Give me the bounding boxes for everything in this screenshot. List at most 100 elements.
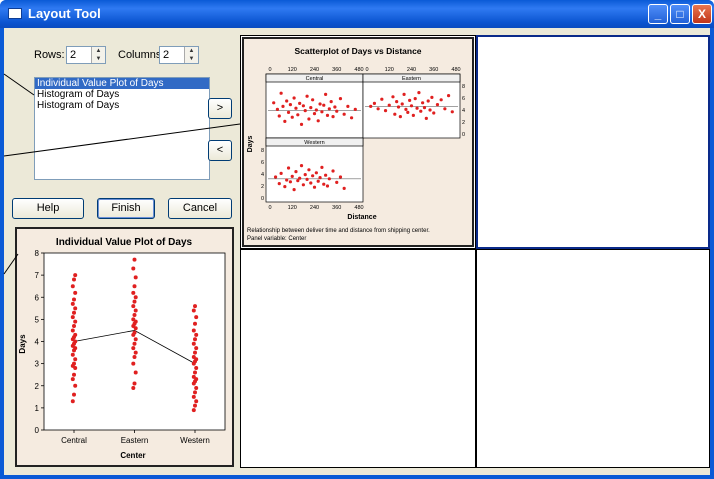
x-axis-label: Distance — [347, 214, 376, 221]
data-point — [391, 95, 395, 99]
data-point — [131, 290, 136, 295]
data-point — [404, 107, 408, 111]
spin-down-icon[interactable]: ▼ — [188, 56, 195, 62]
scatterplot-graph[interactable]: Scatterplot of Days vs Distance Distance… — [242, 37, 474, 247]
data-point — [193, 337, 197, 342]
y-tick-label: 8 — [261, 148, 264, 154]
data-point — [376, 107, 380, 111]
data-point — [292, 96, 296, 100]
list-item[interactable]: Individual Value Plot of Days — [35, 78, 209, 89]
scatterplot-of-days-vs-distance: Scatterplot of Days vs Distance Distance… — [247, 46, 465, 242]
dialog-body: Rows: 2 ▲ ▼ Columns: 2 ▲ ▼ Individual Valu… — [3, 28, 710, 475]
close-button[interactable]: X — [692, 4, 712, 24]
data-point — [335, 109, 339, 113]
data-point — [73, 357, 78, 362]
chart-title: Individual Value Plot of Days — [56, 237, 193, 248]
rows-spinner[interactable]: 2 ▲ ▼ — [66, 46, 106, 64]
x-tick-label: 360 — [332, 67, 341, 73]
move-left-button[interactable]: < — [208, 140, 232, 161]
spin-down-icon[interactable]: ▼ — [95, 56, 102, 62]
data-point — [131, 317, 136, 322]
layout-pane-1[interactable]: Scatterplot of Days vs Distance Distance… — [240, 35, 476, 249]
columns-spinner[interactable]: 2 ▲ ▼ — [159, 46, 199, 64]
list-item[interactable]: Histogram of Days — [37, 100, 120, 111]
data-point — [132, 257, 137, 262]
data-point — [432, 111, 436, 115]
panel-label: Western — [304, 140, 324, 146]
cancel-button[interactable]: Cancel — [168, 198, 232, 219]
help-button[interactable]: Help — [12, 198, 84, 219]
data-point — [303, 109, 307, 113]
data-point — [279, 171, 283, 175]
x-tick-label: 240 — [310, 67, 319, 73]
x-tick-label: 120 — [385, 67, 394, 73]
data-point — [193, 370, 197, 375]
data-point — [277, 114, 281, 118]
data-point — [421, 101, 425, 105]
data-point — [70, 284, 75, 289]
data-point — [314, 171, 318, 175]
maximize-button[interactable]: □ — [670, 4, 690, 24]
data-point — [325, 113, 330, 117]
x-axis-label: Center — [120, 451, 145, 460]
data-point — [400, 102, 404, 106]
data-point — [72, 361, 76, 366]
data-point — [191, 394, 196, 399]
chart-title: Scatterplot of Days vs Distance — [294, 46, 421, 56]
data-point — [73, 319, 78, 324]
data-point — [70, 328, 75, 333]
y-tick-label: 2 — [261, 184, 264, 190]
spin-up-icon[interactable]: ▲ — [95, 48, 102, 54]
finish-button[interactable]: Finish — [97, 198, 155, 219]
data-point — [299, 122, 304, 126]
y-tick-label: 1 — [35, 404, 40, 413]
window-icon — [8, 8, 22, 19]
y-tick-label: 2 — [35, 382, 40, 391]
data-point — [353, 107, 357, 111]
data-point — [191, 341, 196, 346]
columns-value: 2 — [163, 49, 170, 61]
title-bar[interactable]: Layout Tool _ □ X — [0, 0, 714, 28]
move-right-button[interactable]: > — [208, 98, 232, 119]
data-point — [305, 177, 309, 181]
data-point — [132, 284, 137, 289]
data-point — [70, 377, 75, 382]
x-tick-label: 120 — [288, 205, 297, 211]
layout-pane-2[interactable] — [476, 35, 710, 249]
data-point — [426, 99, 430, 103]
data-point — [194, 385, 199, 390]
data-point — [322, 103, 326, 107]
y-tick-label: 2 — [462, 120, 465, 126]
columns-spinner-arrows[interactable]: ▲ ▼ — [184, 47, 198, 63]
data-point — [333, 105, 337, 109]
data-point — [283, 185, 287, 189]
rows-spinner-arrows[interactable]: ▲ ▼ — [91, 47, 105, 63]
layout-pane-3[interactable] — [240, 249, 476, 468]
data-point — [393, 112, 397, 116]
graph-listbox[interactable]: Individual Value Plot of Days Histogram … — [34, 77, 210, 180]
data-point — [132, 330, 137, 335]
data-point — [301, 104, 305, 108]
data-point — [131, 385, 136, 390]
data-point — [298, 176, 302, 180]
data-point — [72, 324, 76, 329]
y-axis-label: Days — [247, 136, 254, 153]
data-point — [133, 275, 138, 280]
y-tick-label: 6 — [261, 160, 264, 166]
data-point — [422, 106, 427, 110]
x-tick-label: 480 — [451, 67, 460, 73]
list-item[interactable]: Histogram of Days — [37, 89, 120, 100]
data-point — [73, 306, 78, 311]
layout-pane-4[interactable] — [476, 249, 710, 468]
data-point — [428, 108, 432, 112]
data-point — [411, 113, 415, 117]
data-point — [398, 115, 402, 119]
x-tick-label: 0 — [268, 67, 271, 73]
x-tick-label: 120 — [288, 67, 297, 73]
data-point — [132, 341, 137, 346]
data-point — [294, 106, 298, 110]
data-point — [133, 308, 138, 313]
spin-up-icon[interactable]: ▲ — [188, 48, 195, 54]
minimize-button[interactable]: _ — [648, 4, 668, 24]
data-point — [286, 166, 291, 170]
